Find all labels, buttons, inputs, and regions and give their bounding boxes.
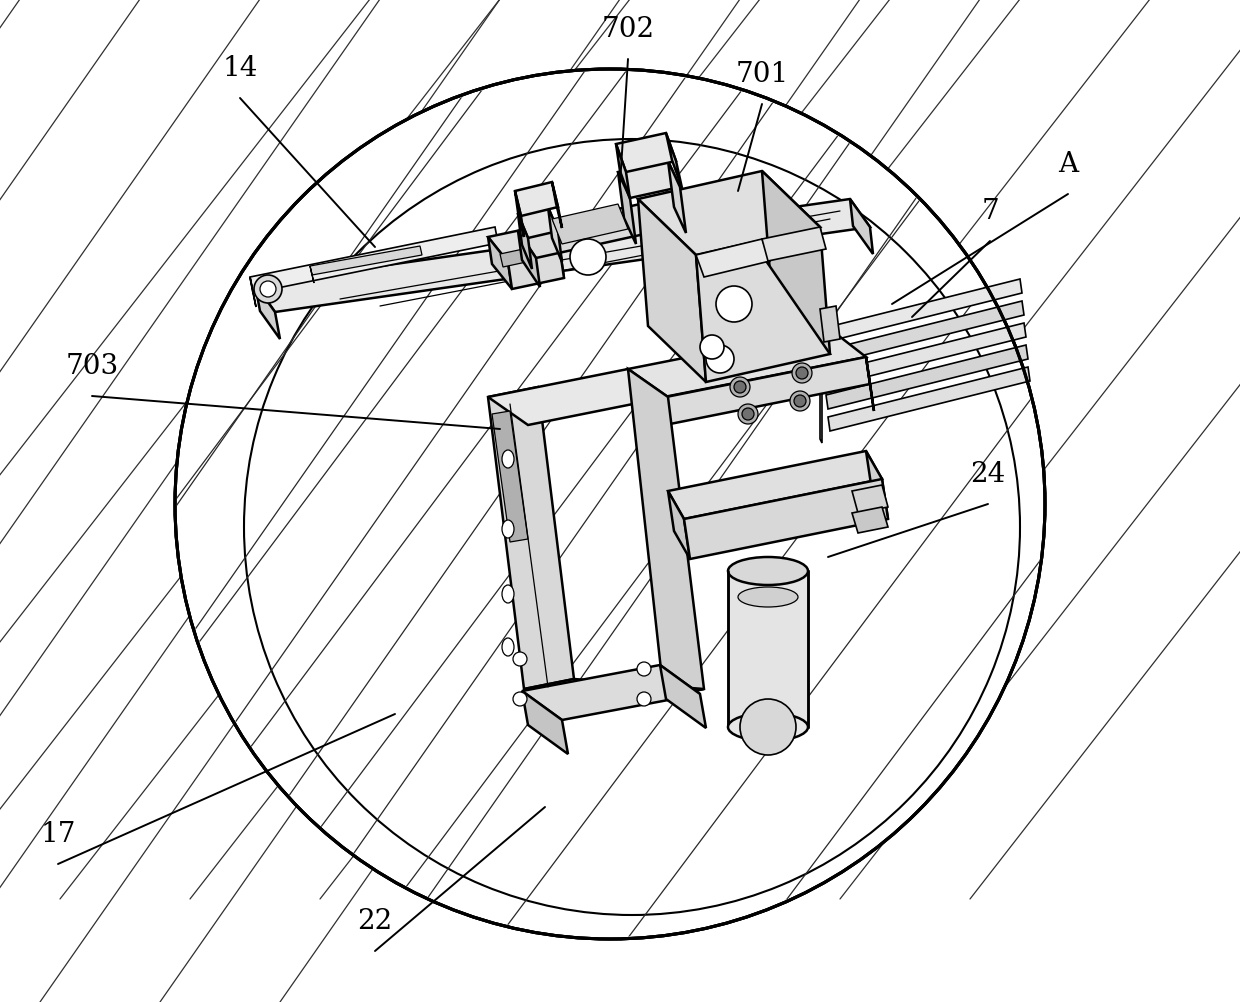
Polygon shape bbox=[518, 197, 689, 259]
Polygon shape bbox=[548, 207, 562, 263]
Polygon shape bbox=[492, 412, 528, 542]
Circle shape bbox=[175, 70, 1045, 939]
Ellipse shape bbox=[728, 713, 808, 741]
Ellipse shape bbox=[502, 451, 515, 469]
Polygon shape bbox=[668, 492, 689, 559]
Circle shape bbox=[260, 282, 277, 298]
Polygon shape bbox=[728, 571, 808, 727]
Polygon shape bbox=[849, 199, 873, 255]
Polygon shape bbox=[489, 370, 668, 426]
Polygon shape bbox=[552, 204, 627, 244]
Polygon shape bbox=[616, 134, 676, 172]
Polygon shape bbox=[255, 285, 280, 340]
Circle shape bbox=[706, 346, 734, 374]
Polygon shape bbox=[852, 507, 888, 533]
Polygon shape bbox=[310, 246, 422, 276]
Polygon shape bbox=[489, 226, 560, 263]
Circle shape bbox=[794, 396, 806, 408]
Circle shape bbox=[701, 336, 724, 360]
Text: A: A bbox=[1058, 151, 1078, 177]
Polygon shape bbox=[310, 267, 314, 284]
Polygon shape bbox=[826, 346, 1028, 410]
Polygon shape bbox=[489, 237, 512, 290]
Polygon shape bbox=[866, 358, 874, 412]
Text: 24: 24 bbox=[971, 461, 1006, 488]
Ellipse shape bbox=[738, 587, 799, 607]
Circle shape bbox=[790, 392, 810, 412]
Polygon shape bbox=[668, 452, 882, 519]
Ellipse shape bbox=[502, 520, 515, 538]
Polygon shape bbox=[820, 330, 822, 444]
Polygon shape bbox=[828, 368, 1030, 432]
Polygon shape bbox=[500, 248, 531, 268]
Text: 22: 22 bbox=[357, 907, 393, 934]
Polygon shape bbox=[660, 665, 706, 728]
Circle shape bbox=[742, 409, 754, 421]
Polygon shape bbox=[639, 171, 820, 256]
Text: 703: 703 bbox=[66, 353, 119, 380]
Polygon shape bbox=[627, 330, 866, 398]
Polygon shape bbox=[618, 172, 636, 244]
Polygon shape bbox=[255, 199, 870, 313]
Circle shape bbox=[792, 364, 812, 384]
Circle shape bbox=[637, 692, 651, 706]
Circle shape bbox=[570, 239, 606, 276]
Polygon shape bbox=[518, 214, 532, 270]
Circle shape bbox=[738, 405, 758, 425]
Ellipse shape bbox=[502, 638, 515, 656]
Polygon shape bbox=[866, 452, 888, 519]
Polygon shape bbox=[250, 227, 498, 294]
Polygon shape bbox=[525, 679, 704, 699]
Polygon shape bbox=[618, 162, 680, 198]
Polygon shape bbox=[684, 480, 888, 559]
Circle shape bbox=[513, 692, 527, 706]
Polygon shape bbox=[489, 388, 574, 689]
Polygon shape bbox=[825, 324, 1025, 388]
Polygon shape bbox=[696, 239, 770, 278]
Circle shape bbox=[715, 287, 751, 323]
Polygon shape bbox=[820, 307, 839, 343]
Polygon shape bbox=[616, 145, 630, 199]
Polygon shape bbox=[250, 278, 255, 308]
Polygon shape bbox=[508, 252, 564, 290]
Circle shape bbox=[734, 382, 746, 394]
Polygon shape bbox=[518, 231, 539, 288]
Polygon shape bbox=[515, 182, 558, 216]
Circle shape bbox=[513, 652, 527, 666]
Polygon shape bbox=[515, 191, 525, 237]
Polygon shape bbox=[639, 199, 706, 383]
Polygon shape bbox=[518, 207, 558, 238]
Polygon shape bbox=[852, 486, 888, 513]
Ellipse shape bbox=[502, 585, 515, 603]
Circle shape bbox=[796, 368, 808, 380]
Text: 7: 7 bbox=[981, 197, 999, 224]
Polygon shape bbox=[522, 665, 701, 720]
Polygon shape bbox=[763, 171, 830, 355]
Polygon shape bbox=[666, 358, 870, 425]
Circle shape bbox=[740, 699, 796, 756]
Polygon shape bbox=[666, 134, 682, 188]
Polygon shape bbox=[627, 370, 704, 697]
Circle shape bbox=[254, 276, 281, 304]
Polygon shape bbox=[522, 691, 568, 755]
Polygon shape bbox=[539, 226, 564, 279]
Text: 702: 702 bbox=[601, 16, 655, 43]
Polygon shape bbox=[672, 197, 694, 254]
Ellipse shape bbox=[728, 557, 808, 585]
Polygon shape bbox=[820, 280, 1022, 344]
Text: 17: 17 bbox=[40, 821, 76, 847]
Polygon shape bbox=[822, 302, 1024, 366]
Polygon shape bbox=[763, 227, 826, 262]
Polygon shape bbox=[668, 162, 686, 233]
Circle shape bbox=[637, 662, 651, 676]
Text: 14: 14 bbox=[222, 55, 258, 82]
Polygon shape bbox=[696, 256, 830, 383]
Text: 701: 701 bbox=[735, 61, 789, 88]
Polygon shape bbox=[552, 182, 562, 228]
Circle shape bbox=[730, 378, 750, 398]
